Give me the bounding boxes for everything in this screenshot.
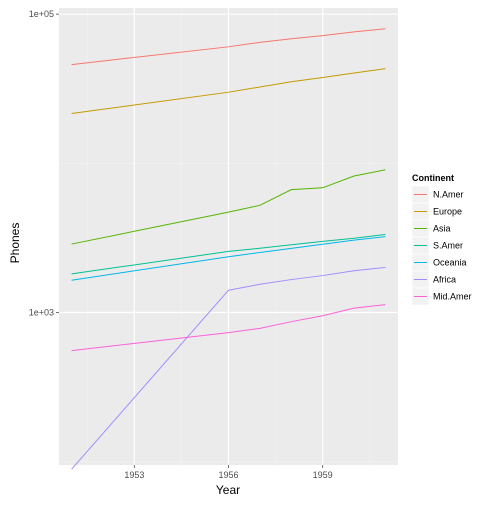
series-layer — [71, 28, 386, 470]
legend-label-s-amer: S.Amer — [433, 241, 463, 251]
x-tick-label: 1956 — [218, 470, 238, 480]
x-axis-title: Year — [216, 483, 240, 497]
legend-label-n-amer: N.Amer — [433, 190, 464, 200]
legend-title: Continent — [412, 173, 454, 183]
y-tick-label: 1e+05 — [29, 9, 54, 19]
x-tick-label: 1953 — [124, 470, 144, 480]
axis-layer: 1953 1956 1959 1e+03 1e+05 — [29, 9, 333, 480]
legend-label-mid-amer: Mid.Amer — [433, 292, 472, 302]
y-tick-label: 1e+03 — [29, 308, 54, 318]
series-line-s-amer — [71, 233, 386, 275]
legend-label-asia: Asia — [433, 224, 451, 234]
legend-label-europe: Europe — [433, 207, 462, 217]
legend-label-oceania: Oceania — [433, 258, 467, 268]
series-line-asia — [71, 169, 386, 245]
y-axis-title: Phones — [8, 223, 22, 264]
series-line-mid-amer — [71, 304, 386, 352]
series-line-africa — [71, 266, 386, 470]
x-tick-label: 1959 — [313, 470, 333, 480]
series-line-europe — [71, 68, 386, 115]
legend: Continent N.Amer Europe Asia S.Amer Oceania A… — [411, 173, 472, 306]
series-line-oceania — [71, 236, 386, 281]
legend-label-africa: Africa — [433, 275, 456, 285]
series-line-n-amer — [71, 28, 386, 66]
